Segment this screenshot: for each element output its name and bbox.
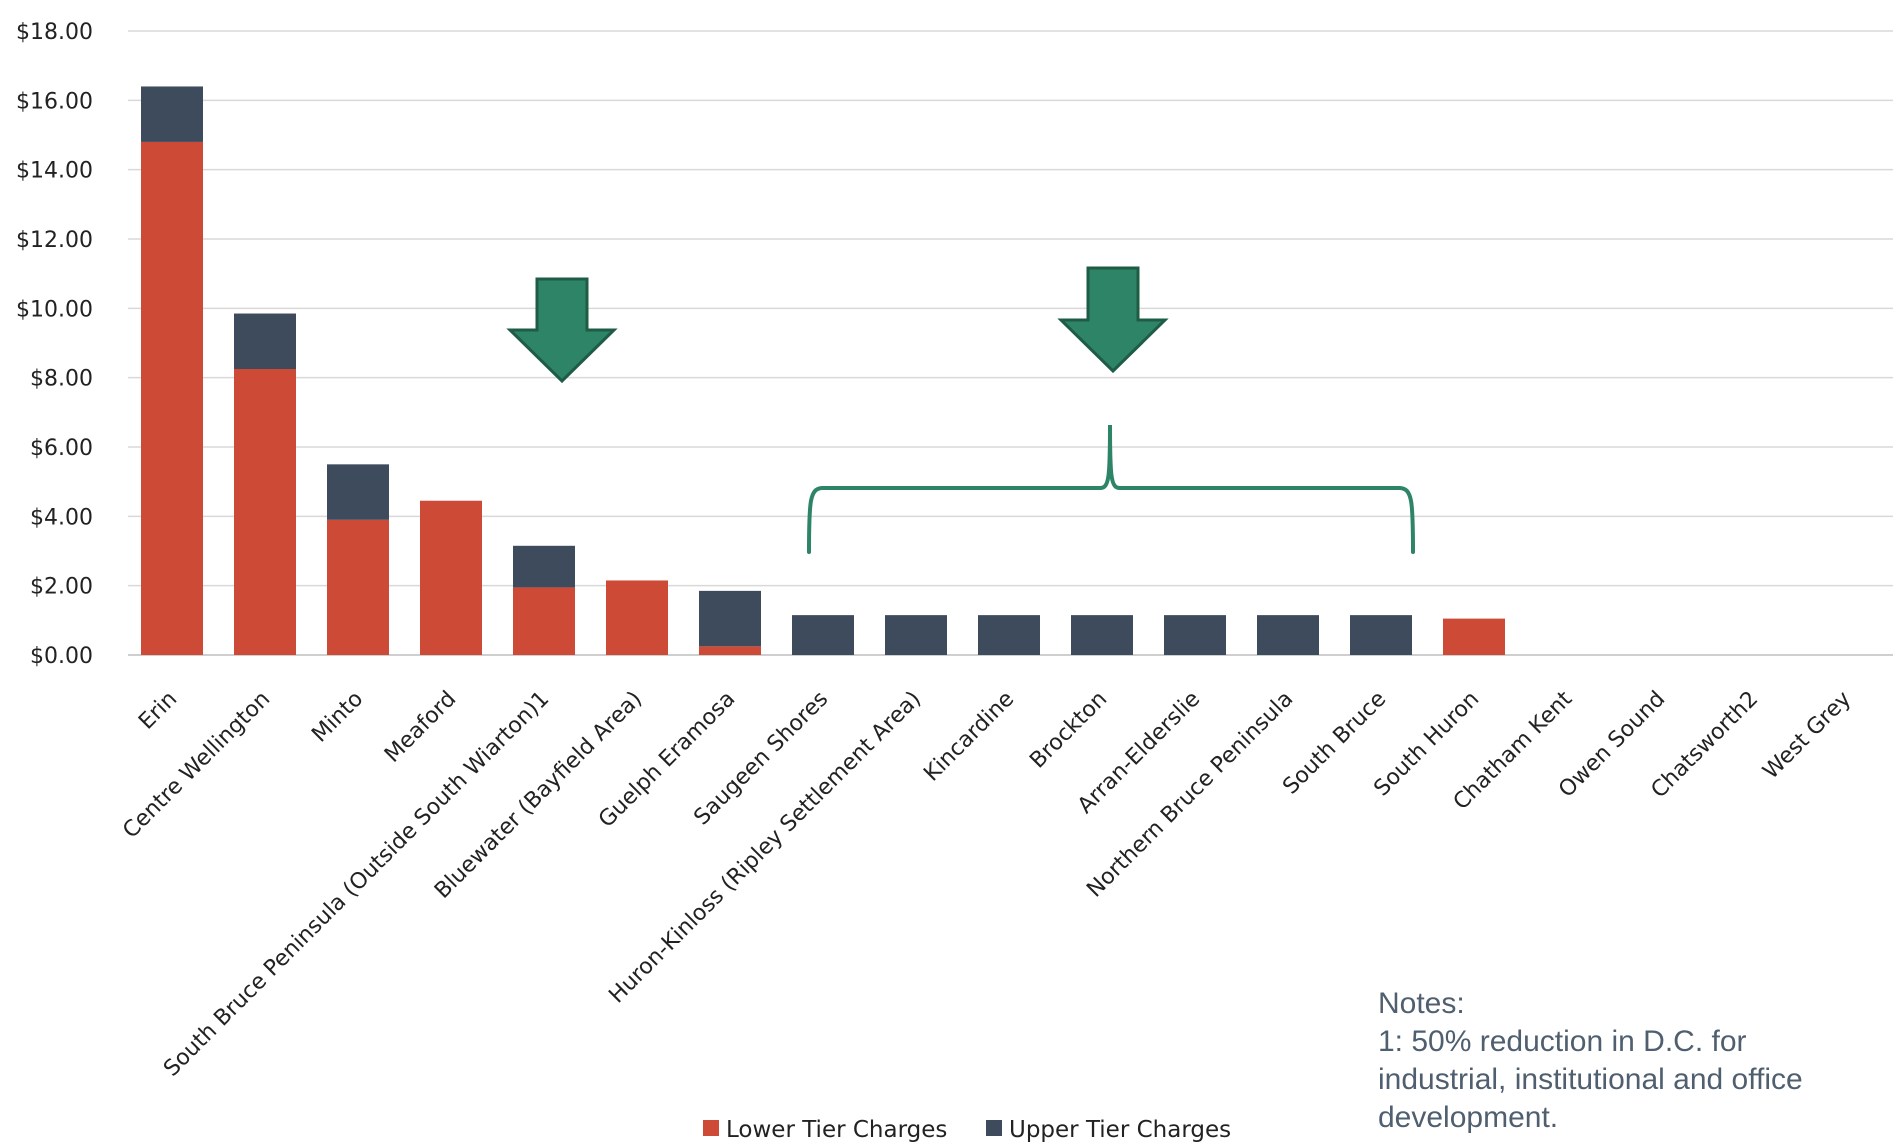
- x-category-label: Minto: [307, 687, 368, 748]
- down-arrow-icon-left: [506, 277, 618, 384]
- bar-upper-tier-charges-saugeen-shores: [792, 615, 854, 655]
- y-tick-label: $6.00: [30, 436, 93, 461]
- bar-lower-tier-charges-south-bruce-peninsula-outside-south-wiarton-1: [513, 587, 575, 655]
- bar-upper-tier-charges-south-bruce-peninsula-outside-south-wiarton-1: [513, 545, 575, 588]
- legend-swatch-upper-tier: [986, 1120, 1002, 1136]
- y-tick-label: $2.00: [30, 575, 93, 600]
- legend-label-lower-tier: Lower Tier Charges: [726, 1117, 947, 1143]
- bar-upper-tier-charges-huron-kinloss-ripley-settlement-area: [885, 615, 947, 655]
- bars: [141, 86, 1505, 655]
- bar-lower-tier-charges-meaford: [420, 500, 482, 655]
- y-axis-ticks: $0.00 $2.00 $4.00 $6.00 $8.00 $10.00 $12.00 $14…: [16, 20, 93, 669]
- notes-box: Notes: 1: 50% reduction in D.C. for indu…: [1378, 985, 1878, 1137]
- y-tick-label: $10.00: [16, 297, 93, 322]
- bar-upper-tier-charges-arran-elderslie: [1164, 615, 1226, 655]
- bar-upper-tier-charges-centre-wellington: [234, 313, 296, 369]
- bar-lower-tier-charges-bluewater-bayfield-area: [606, 580, 668, 655]
- y-tick-label: $4.00: [30, 505, 93, 530]
- y-tick-label: $16.00: [16, 89, 93, 114]
- y-tick-label: $18.00: [16, 20, 93, 45]
- x-category-label: Kincardine: [919, 687, 1019, 787]
- bar-upper-tier-charges-guelph-eramosa: [699, 590, 761, 647]
- bar-upper-tier-charges-northern-bruce-peninsula: [1257, 615, 1319, 655]
- legend: Lower Tier Charges Upper Tier Charges: [703, 1117, 1231, 1143]
- bar-upper-tier-charges-kincardine: [978, 615, 1040, 655]
- x-category-label: Meaford: [380, 687, 461, 768]
- bar-lower-tier-charges-centre-wellington: [234, 369, 296, 655]
- bar-upper-tier-charges-erin: [141, 86, 203, 142]
- gridlines: [128, 30, 1893, 656]
- bar-upper-tier-charges-south-bruce: [1350, 615, 1412, 655]
- bar-lower-tier-charges-guelph-eramosa: [699, 646, 761, 655]
- annotations: [506, 266, 1415, 554]
- x-category-label: West Grey: [1758, 687, 1856, 785]
- bar-lower-tier-charges-erin: [141, 141, 203, 655]
- bar-lower-tier-charges-south-huron: [1443, 618, 1505, 655]
- y-tick-label: $14.00: [16, 159, 93, 184]
- x-category-label: Erin: [134, 687, 182, 735]
- bar-upper-tier-charges-minto: [327, 464, 389, 520]
- x-category-label: Brockton: [1025, 687, 1112, 774]
- y-tick-label: $12.00: [16, 228, 93, 253]
- bar-lower-tier-charges-minto: [327, 519, 389, 655]
- notes-heading: Notes:: [1378, 987, 1465, 1020]
- bar-upper-tier-charges-brockton: [1071, 615, 1133, 655]
- notes-text: 1: 50% reduction in D.C. for industrial,…: [1378, 1025, 1812, 1134]
- x-category-label: Huron-Kinloss (Ripley Settlement Area): [604, 687, 926, 1009]
- y-tick-label: $8.00: [30, 367, 93, 392]
- legend-label-upper-tier: Upper Tier Charges: [1009, 1117, 1231, 1143]
- grouping-brace: [807, 424, 1415, 554]
- y-tick-label: $0.00: [30, 644, 93, 669]
- legend-swatch-lower-tier: [703, 1120, 719, 1136]
- down-arrow-icon-right: [1057, 266, 1169, 374]
